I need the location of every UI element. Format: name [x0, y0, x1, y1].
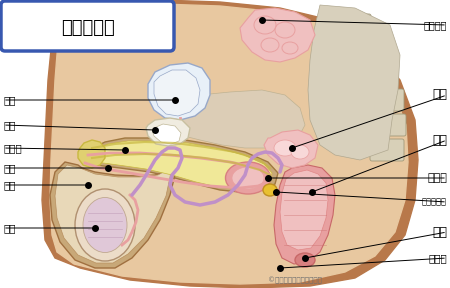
Polygon shape	[168, 90, 305, 148]
Text: 膀胱: 膀胱	[3, 95, 15, 105]
FancyBboxPatch shape	[372, 114, 406, 136]
Text: 肛門: 肛門	[432, 226, 447, 238]
Polygon shape	[55, 163, 172, 263]
Polygon shape	[274, 165, 335, 264]
Ellipse shape	[291, 145, 309, 159]
Ellipse shape	[83, 198, 127, 253]
FancyBboxPatch shape	[364, 64, 398, 86]
Ellipse shape	[295, 253, 315, 267]
Polygon shape	[240, 8, 315, 62]
Ellipse shape	[75, 189, 135, 261]
Text: 海綿体: 海綿体	[3, 143, 22, 153]
Text: Ｓ状結腸: Ｓ状結腸	[423, 20, 447, 30]
Text: 陰茎: 陰茎	[3, 180, 15, 190]
FancyBboxPatch shape	[1, 1, 174, 51]
Polygon shape	[154, 70, 200, 116]
Ellipse shape	[232, 167, 264, 189]
Polygon shape	[146, 118, 190, 146]
Text: 恥骨: 恥骨	[3, 120, 15, 130]
Polygon shape	[42, 0, 418, 288]
Text: 尿道: 尿道	[3, 163, 15, 173]
Polygon shape	[88, 141, 272, 189]
Text: 精嚢: 精嚢	[432, 88, 447, 101]
FancyBboxPatch shape	[370, 139, 404, 161]
Text: 輪精管: 輪精管	[428, 253, 447, 263]
Polygon shape	[280, 170, 328, 250]
Ellipse shape	[274, 140, 296, 156]
Polygon shape	[78, 140, 105, 168]
Text: カウパー腺: カウパー腺	[422, 198, 447, 206]
Polygon shape	[50, 162, 178, 268]
Polygon shape	[152, 124, 181, 144]
Polygon shape	[50, 4, 408, 284]
Text: ©メディカルイラスト図鑑: ©メディカルイラスト図鑑	[268, 276, 322, 284]
Text: 直腸: 直腸	[432, 134, 447, 147]
Text: 男性生殖器: 男性生殖器	[61, 19, 115, 37]
Ellipse shape	[225, 162, 270, 194]
Text: 前立腺: 前立腺	[427, 173, 447, 183]
Text: 精巣: 精巣	[3, 223, 15, 233]
Polygon shape	[85, 138, 278, 192]
FancyBboxPatch shape	[370, 89, 404, 111]
Polygon shape	[148, 63, 210, 120]
FancyBboxPatch shape	[352, 39, 386, 61]
Polygon shape	[264, 130, 318, 168]
Polygon shape	[308, 5, 400, 160]
Ellipse shape	[263, 184, 277, 196]
FancyBboxPatch shape	[337, 14, 371, 36]
